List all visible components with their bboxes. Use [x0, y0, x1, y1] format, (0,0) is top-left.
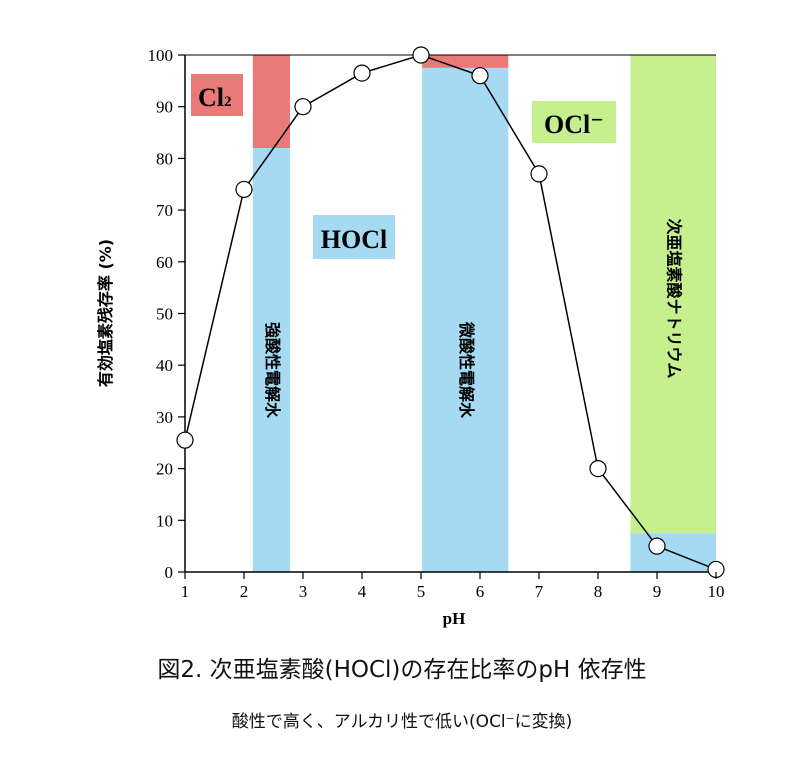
cl2-label: Cl2 — [198, 83, 232, 112]
series-0-line — [184, 54, 717, 571]
y-tick-label-70: 70 — [156, 201, 173, 220]
band-2-upper — [630, 55, 716, 534]
data-point-ph-3 — [294, 98, 312, 116]
data-point-ph-8 — [589, 460, 607, 478]
y-tick-label-0: 0 — [165, 563, 174, 582]
y-axis-title: 有効塩素残存率 (%) — [96, 239, 115, 387]
band-0-label: 強酸性電解水 — [263, 322, 282, 419]
hocl-label: HOCl — [321, 225, 387, 254]
x-tick-label-6: 6 — [476, 582, 485, 601]
x-tick-label-8: 8 — [594, 582, 603, 601]
ocl-label: OCl⁻ — [544, 110, 604, 139]
y-tick-label-100: 100 — [148, 46, 174, 65]
x-tick-label-7: 7 — [535, 582, 544, 601]
x-tick-label-3: 3 — [299, 582, 308, 601]
y-tick-label-80: 80 — [156, 149, 173, 168]
y-tick-label-30: 30 — [156, 408, 173, 427]
cl2-label-box — [191, 74, 243, 116]
figure-caption: 図2. 次亜塩素酸(HOCl)の存在比率のpH 依存性 — [157, 657, 647, 683]
figure-subcaption: 酸性で高く、アルカリ性で低い(OCl⁻に変換) — [231, 712, 573, 732]
y-tick-label-40: 40 — [156, 356, 173, 375]
y-tick-label-60: 60 — [156, 253, 173, 272]
band-1-lower — [422, 67, 509, 573]
x-tick-label-4: 4 — [358, 582, 367, 601]
x-tick-label-9: 9 — [653, 582, 662, 601]
data-point-ph-2 — [235, 180, 253, 199]
y-tick-label-90: 90 — [156, 98, 173, 117]
x-tick-label-1: 1 — [181, 582, 190, 601]
data-point-ph-4 — [353, 64, 371, 82]
y-tick-label-50: 50 — [156, 305, 173, 324]
band-0-upper — [252, 55, 291, 149]
y-tick-label-10: 10 — [156, 511, 173, 530]
y-tick-label-20: 20 — [156, 460, 173, 479]
data-point-ph-6 — [471, 67, 489, 85]
x-tick-label-5: 5 — [417, 582, 426, 601]
data-point-ph-9 — [648, 537, 666, 555]
band-1-label: 微酸性電解水 — [457, 321, 476, 419]
band-2-label: 次亜塩素酸ナトリウム — [665, 218, 684, 378]
data-point-ph-1 — [176, 431, 194, 449]
x-tick-label-10: 10 — [708, 582, 725, 601]
band-1-upper — [422, 55, 509, 68]
band-0-lower — [252, 148, 291, 572]
x-tick-label-2: 2 — [240, 582, 249, 601]
hocl-label-box — [313, 215, 395, 259]
data-point-ph-5 — [412, 46, 430, 64]
x-axis-title: pH — [443, 609, 466, 628]
data-point-ph-7 — [530, 165, 548, 183]
ocl-label-box — [532, 101, 616, 143]
